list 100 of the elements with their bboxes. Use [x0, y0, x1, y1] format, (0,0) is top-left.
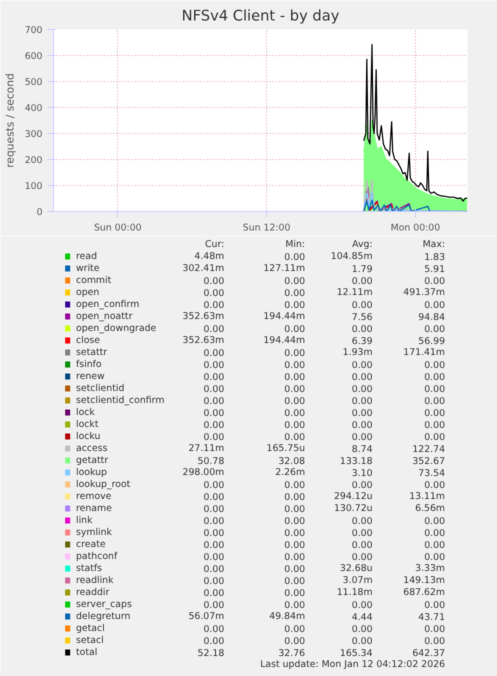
text: 0.00 [284, 276, 306, 287]
text: 122.74 [412, 444, 446, 455]
x-tick-label: Mon 00:00 [390, 222, 440, 234]
text: 0.00 [203, 288, 224, 299]
text: 0.00 [203, 528, 224, 539]
legend-label: setclientid [76, 383, 124, 394]
text: 0.00 [284, 420, 306, 431]
text: 0.00 [424, 528, 446, 539]
text: 0.00 [203, 408, 224, 419]
text: 3.10 [352, 468, 373, 479]
legend-label: readlink [76, 575, 114, 586]
legend-label: create [76, 539, 106, 550]
text: Min: [285, 239, 306, 250]
text: 0.00 [424, 624, 446, 635]
legend-label: open_confirm [76, 299, 140, 310]
text: 0.00 [352, 540, 373, 551]
text: 0.00 [203, 300, 224, 311]
text: 6.56m [415, 503, 446, 514]
text: 0.00 [203, 636, 224, 647]
legend-label: lookup_root [76, 479, 131, 490]
text: 0.00 [203, 348, 224, 359]
legend-label: close [76, 335, 100, 346]
legend-label: delegreturn [76, 611, 131, 622]
text: 491.37m [403, 287, 446, 298]
text: 49.84m [269, 611, 306, 622]
legend-label: total [76, 647, 98, 658]
text: 0.00 [203, 432, 224, 443]
text: 642.37 [412, 648, 446, 659]
legend-label: lock [76, 407, 96, 418]
legend-label: write [76, 263, 100, 274]
text: 0.00 [352, 300, 373, 311]
text: 0.00 [284, 300, 306, 311]
text: 0.00 [352, 276, 373, 287]
legend-label: open_noattr [76, 311, 133, 322]
text: 0.00 [284, 408, 306, 419]
text: 0.00 [203, 600, 224, 611]
text: 352.63m [182, 335, 224, 346]
text: 0.00 [284, 576, 306, 587]
text: 3.07m [342, 575, 373, 586]
text: 0.00 [352, 528, 373, 539]
text: 1.83 [424, 252, 446, 263]
text: 12.11m [336, 287, 373, 298]
text: Cur: [205, 239, 224, 250]
text: 0.00 [352, 552, 373, 563]
text: 130.72u [334, 503, 373, 514]
x-tick-label: Sun 12:00 [242, 222, 290, 234]
text: 32.68u [340, 563, 373, 574]
legend-label: statfs [76, 563, 102, 574]
text: 302.41m [182, 263, 224, 274]
text: 32.76 [278, 648, 306, 659]
text: 0.00 [424, 396, 446, 407]
text: 0.00 [424, 432, 446, 443]
text: 194.44m [263, 335, 306, 346]
text: 0.00 [352, 360, 373, 371]
text: 50.78 [198, 456, 224, 467]
text: 0.00 [203, 540, 224, 551]
y-tick-label: 500 [24, 77, 43, 88]
text: 0.00 [352, 408, 373, 419]
text: 0.00 [352, 372, 373, 383]
text: 0.00 [203, 324, 224, 335]
text: 0.00 [284, 480, 306, 491]
text: 0.00 [203, 588, 224, 599]
text: 0.00 [284, 372, 306, 383]
text: 73.54 [418, 468, 446, 479]
x-tick-label: Sun 00:00 [94, 222, 142, 234]
legend-label: symlink [76, 527, 113, 538]
text: 0.00 [284, 252, 306, 263]
text: 0.00 [352, 516, 373, 527]
text: 0.00 [352, 432, 373, 443]
text: 0.00 [203, 372, 224, 383]
text: Max: [422, 239, 446, 250]
text: 1.79 [352, 264, 373, 275]
text: 0.00 [203, 492, 224, 503]
text: 0.00 [424, 480, 446, 491]
text: 0.00 [424, 360, 446, 371]
text: 352.67 [412, 456, 446, 467]
legend-label: read [76, 251, 98, 262]
legend-label: locku [76, 431, 101, 442]
text: 4.44 [352, 612, 373, 623]
text: 0.00 [284, 384, 306, 395]
text: 0.00 [424, 324, 446, 335]
legend-label: setclientid_confirm [76, 395, 164, 406]
legend-label: open_downgrade [76, 323, 156, 334]
text: 0.00 [352, 600, 373, 611]
text: 0.00 [203, 564, 224, 575]
legend-label: readdir [76, 587, 110, 598]
text: 165.34 [340, 648, 373, 659]
text: 352.63m [182, 311, 224, 322]
text: 3.33m [415, 563, 446, 574]
text: 0.00 [284, 624, 306, 635]
y-tick-label: 200 [24, 155, 43, 166]
text: 0.00 [203, 624, 224, 635]
text: 6.39 [352, 336, 373, 347]
legend-label: fsinfo [76, 359, 102, 370]
legend-label: link [76, 515, 94, 526]
legend-label: open [76, 287, 100, 298]
text: 0.00 [284, 552, 306, 563]
legend-label: remove [76, 491, 112, 502]
legend-label: lookup [76, 467, 108, 478]
text: 0.00 [203, 384, 224, 395]
